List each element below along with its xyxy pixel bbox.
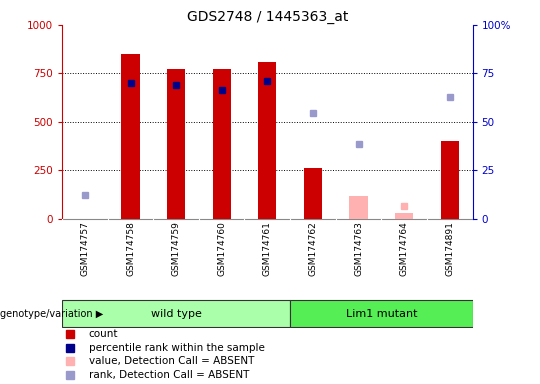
Bar xyxy=(167,69,185,219)
Bar xyxy=(304,168,322,219)
Text: GSM174891: GSM174891 xyxy=(445,221,454,276)
Text: GSM174761: GSM174761 xyxy=(263,221,272,276)
Text: GSM174757: GSM174757 xyxy=(80,221,90,276)
Bar xyxy=(62,300,290,327)
Bar xyxy=(290,300,472,327)
Text: genotype/variation ▶: genotype/variation ▶ xyxy=(0,309,103,319)
Text: count: count xyxy=(89,329,118,339)
Text: percentile rank within the sample: percentile rank within the sample xyxy=(89,343,265,353)
Bar xyxy=(213,69,231,219)
Bar xyxy=(395,213,413,219)
Bar xyxy=(349,197,368,219)
Title: GDS2748 / 1445363_at: GDS2748 / 1445363_at xyxy=(187,10,348,24)
Text: GSM174764: GSM174764 xyxy=(400,221,409,276)
Text: GSM174763: GSM174763 xyxy=(354,221,363,276)
Text: GSM174760: GSM174760 xyxy=(217,221,226,276)
Text: rank, Detection Call = ABSENT: rank, Detection Call = ABSENT xyxy=(89,370,249,380)
Text: GSM174758: GSM174758 xyxy=(126,221,135,276)
Text: GSM174759: GSM174759 xyxy=(172,221,180,276)
Bar xyxy=(122,54,140,219)
Text: Lim1 mutant: Lim1 mutant xyxy=(346,309,417,319)
Bar xyxy=(441,141,459,219)
Text: wild type: wild type xyxy=(151,309,201,319)
Text: GSM174762: GSM174762 xyxy=(308,221,318,276)
Text: value, Detection Call = ABSENT: value, Detection Call = ABSENT xyxy=(89,356,254,366)
Bar xyxy=(258,62,276,219)
